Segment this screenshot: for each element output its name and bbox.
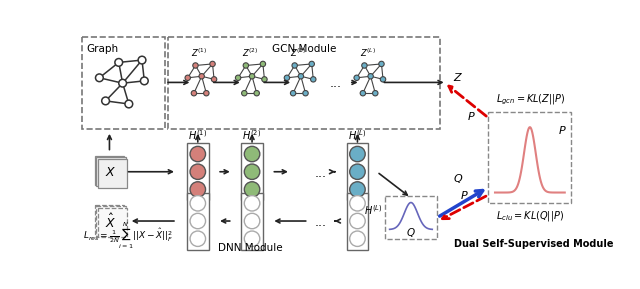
Circle shape — [372, 90, 378, 96]
FancyBboxPatch shape — [347, 143, 368, 200]
Text: Q: Q — [454, 175, 463, 184]
FancyBboxPatch shape — [168, 37, 440, 129]
Text: $H^{(2)}$: $H^{(2)}$ — [243, 129, 262, 142]
Text: $Z^{(L)}$: $Z^{(L)}$ — [360, 47, 376, 59]
Text: ...: ... — [330, 77, 342, 90]
Text: $L_{gcn} = KL(Z||P)$: $L_{gcn} = KL(Z||P)$ — [496, 93, 566, 107]
Circle shape — [190, 146, 205, 162]
Circle shape — [349, 231, 365, 247]
FancyBboxPatch shape — [187, 143, 209, 200]
Circle shape — [193, 63, 198, 68]
Circle shape — [244, 213, 260, 229]
Circle shape — [349, 146, 365, 162]
Text: $Z^{(1)}$: $Z^{(1)}$ — [191, 47, 207, 59]
FancyBboxPatch shape — [83, 37, 165, 129]
Circle shape — [260, 61, 266, 67]
Text: $H^{(L)}$: $H^{(L)}$ — [364, 203, 382, 217]
FancyBboxPatch shape — [98, 159, 127, 188]
Circle shape — [368, 74, 373, 79]
Circle shape — [244, 146, 260, 162]
Circle shape — [244, 196, 260, 211]
Circle shape — [349, 164, 365, 179]
Circle shape — [190, 231, 205, 247]
Circle shape — [241, 90, 247, 96]
Circle shape — [125, 100, 132, 108]
Circle shape — [236, 75, 241, 81]
FancyBboxPatch shape — [488, 112, 572, 203]
FancyBboxPatch shape — [241, 192, 263, 249]
FancyBboxPatch shape — [95, 205, 124, 234]
Circle shape — [119, 79, 127, 87]
FancyBboxPatch shape — [96, 206, 125, 236]
Circle shape — [190, 213, 205, 229]
Circle shape — [349, 182, 365, 197]
Circle shape — [380, 77, 386, 82]
Circle shape — [191, 90, 196, 96]
Circle shape — [262, 77, 267, 82]
FancyBboxPatch shape — [347, 192, 368, 249]
Circle shape — [211, 77, 217, 82]
Circle shape — [349, 213, 365, 229]
Circle shape — [185, 75, 191, 81]
Circle shape — [291, 90, 296, 96]
FancyBboxPatch shape — [95, 155, 124, 185]
Circle shape — [95, 74, 103, 82]
Circle shape — [244, 182, 260, 197]
Text: $X$: $X$ — [104, 166, 116, 179]
Text: P: P — [468, 112, 475, 122]
Text: P: P — [559, 126, 565, 136]
Text: ...: ... — [314, 216, 326, 229]
Circle shape — [254, 90, 259, 96]
FancyBboxPatch shape — [241, 143, 263, 200]
Circle shape — [210, 61, 215, 67]
Circle shape — [244, 231, 260, 247]
Circle shape — [138, 56, 146, 64]
Text: $H^{(1)}$: $H^{(1)}$ — [188, 129, 207, 142]
Text: DNN Module: DNN Module — [218, 242, 283, 253]
Circle shape — [362, 63, 367, 68]
Circle shape — [354, 75, 360, 81]
Circle shape — [379, 61, 384, 67]
Circle shape — [190, 182, 205, 197]
Text: $Z$: $Z$ — [452, 71, 463, 83]
FancyBboxPatch shape — [96, 157, 125, 186]
FancyBboxPatch shape — [98, 208, 127, 237]
Circle shape — [349, 196, 365, 211]
Circle shape — [190, 196, 205, 211]
Circle shape — [115, 59, 123, 66]
Circle shape — [190, 164, 205, 179]
Circle shape — [244, 164, 260, 179]
Circle shape — [140, 77, 148, 85]
Text: $L_{res} = \frac{1}{2N}\sum_{i=1}^{N}||X - \hat{X}||_F^2$: $L_{res} = \frac{1}{2N}\sum_{i=1}^{N}||X… — [83, 221, 174, 251]
Circle shape — [199, 74, 204, 79]
Circle shape — [298, 74, 303, 79]
Circle shape — [309, 61, 314, 67]
FancyBboxPatch shape — [187, 192, 209, 249]
Circle shape — [243, 63, 248, 68]
Text: P: P — [461, 191, 468, 201]
Text: $L_{clu} = KL(Q||P)$: $L_{clu} = KL(Q||P)$ — [496, 209, 564, 223]
Circle shape — [303, 90, 308, 96]
Text: GCN Module: GCN Module — [272, 44, 336, 54]
Circle shape — [250, 74, 255, 79]
Circle shape — [292, 63, 298, 68]
Text: Graph: Graph — [86, 44, 118, 54]
Text: $Z^{(3)}$: $Z^{(3)}$ — [291, 47, 307, 59]
Text: Dual Self-Supervised Module: Dual Self-Supervised Module — [454, 239, 614, 249]
Circle shape — [102, 97, 109, 105]
FancyBboxPatch shape — [385, 197, 437, 239]
Circle shape — [310, 77, 316, 82]
Circle shape — [204, 90, 209, 96]
Text: $\hat{X}$: $\hat{X}$ — [104, 213, 116, 231]
Circle shape — [284, 75, 290, 81]
Text: $Z^{(2)}$: $Z^{(2)}$ — [241, 47, 258, 59]
Text: $H^{(L)}$: $H^{(L)}$ — [348, 129, 367, 142]
Text: Q: Q — [407, 227, 415, 238]
Circle shape — [360, 90, 365, 96]
Text: ...: ... — [314, 167, 326, 180]
